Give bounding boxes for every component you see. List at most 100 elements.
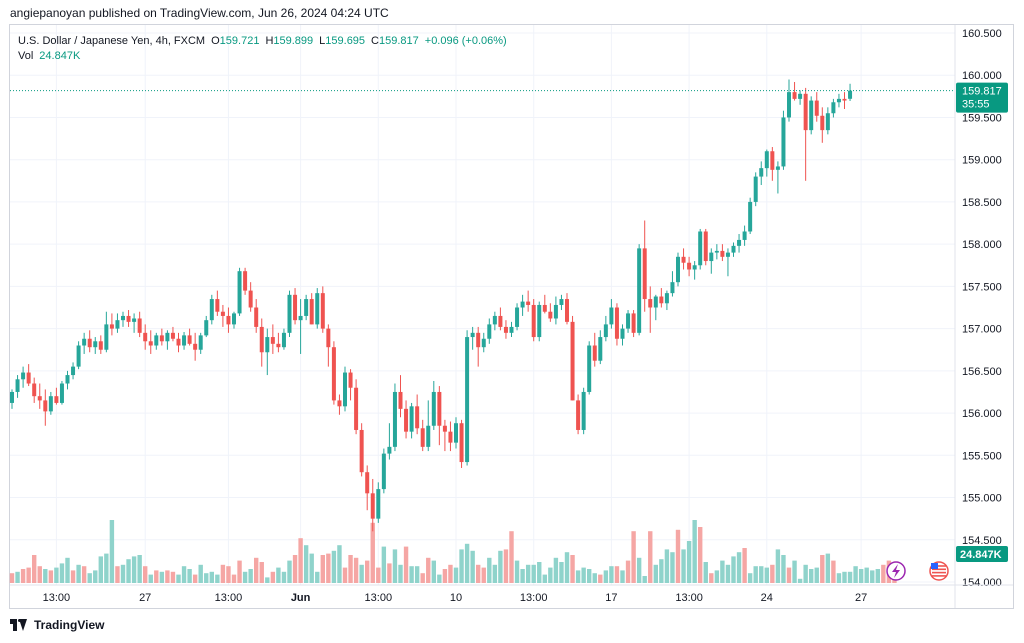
candle-body (565, 299, 569, 322)
candle-body (803, 93, 808, 131)
x-tick-label: 10 (450, 592, 462, 604)
candle-body (787, 92, 791, 118)
volume-bar (842, 571, 847, 583)
y-tick-label: 159.500 (962, 112, 1002, 124)
volume-bar (409, 566, 414, 583)
volume-bar (681, 549, 686, 583)
volume-bar (387, 563, 392, 583)
candle-body (404, 408, 409, 432)
price-tag-countdown: 35:55 (962, 99, 990, 111)
volume-bar (875, 569, 880, 583)
candle-body (320, 293, 325, 329)
volume-bar (648, 531, 653, 583)
candle-body (631, 313, 636, 333)
x-tick-label: Jun (291, 592, 311, 604)
candle-body (626, 313, 631, 329)
volume-bar (509, 531, 514, 583)
candle-body (415, 406, 420, 429)
candle-body (71, 366, 76, 376)
y-tick-label: 155.000 (962, 493, 1002, 505)
close-label: C (371, 35, 379, 47)
flag-canton (931, 563, 938, 569)
candle-body (559, 299, 564, 305)
volume-bar (231, 574, 237, 583)
volume-bar (370, 522, 375, 583)
candle-body (659, 296, 664, 304)
candle-body (731, 245, 736, 253)
low-value: 159.695 (325, 35, 366, 47)
volume-bar (642, 576, 647, 583)
candle-body (664, 293, 669, 304)
candle-body (170, 332, 175, 339)
candle-body (115, 320, 120, 329)
y-tick-label: 158.000 (962, 239, 1002, 251)
volume-bar (858, 569, 864, 583)
volume-label[interactable]: Vol (18, 50, 34, 62)
candle-body (281, 332, 286, 348)
candle-body (748, 201, 753, 232)
volume-bar (792, 560, 797, 583)
candle-body (598, 337, 603, 361)
low-label: L (319, 35, 326, 47)
volume-bar (254, 557, 259, 583)
volume-value: 24.847K (39, 50, 81, 62)
candle-body (198, 335, 203, 350)
candle-body (309, 299, 314, 325)
volume-bar (881, 564, 886, 583)
candle-body (315, 293, 320, 325)
volume-bar (531, 564, 536, 583)
volume-bar (598, 574, 603, 583)
volume-bar (775, 549, 781, 583)
volume-bar (259, 562, 264, 583)
y-tick-label: 157.500 (962, 281, 1002, 293)
volume-bar (803, 564, 808, 583)
volume-bar (359, 564, 364, 583)
volume-bar (503, 549, 509, 583)
candle-body (10, 391, 14, 403)
volume-bar (653, 564, 658, 583)
candle-body (265, 337, 270, 353)
volume-bar (836, 573, 842, 583)
open-value: 159.721 (219, 35, 260, 47)
volume-bar (315, 571, 320, 583)
candle-body (764, 151, 769, 169)
volume-bar (98, 556, 103, 583)
volume-bar (631, 531, 636, 583)
brand-text: TradingView (34, 618, 105, 632)
candle-body (465, 337, 470, 463)
volume-bar (37, 566, 42, 583)
volume-bar (492, 564, 498, 583)
candle-body (725, 252, 730, 257)
candle-body (243, 271, 248, 291)
open-label: O (211, 35, 220, 47)
volume-bar (220, 564, 226, 583)
candle-body (82, 338, 87, 346)
volume-bar (481, 567, 486, 583)
volume-bar (559, 562, 564, 583)
candle-body (21, 372, 26, 380)
volume-bar (248, 569, 253, 583)
volume-bar (820, 555, 825, 583)
candle-body (32, 383, 37, 397)
candle-body (37, 396, 42, 401)
candle-body (676, 256, 680, 283)
candle-body (648, 299, 653, 308)
candle-body (409, 406, 414, 432)
volume-bar (520, 569, 525, 583)
symbol-label[interactable]: U.S. Dollar / Japanese Yen, 4h, FXCM (18, 35, 206, 47)
volume-bar (564, 552, 570, 583)
volume-bar (170, 571, 176, 583)
volume-bar (476, 564, 481, 583)
volume-bar (209, 571, 214, 583)
volume-tag-value: 24.847K (960, 549, 1002, 561)
candle-body (570, 321, 575, 401)
x-tick-label: 13:00 (675, 592, 703, 604)
volume-bar (448, 564, 453, 583)
x-tick-label: 27 (139, 592, 151, 604)
close-value: 159.817 (379, 35, 419, 47)
candle-body (365, 472, 370, 494)
candle-body (459, 423, 464, 463)
candle-body (792, 92, 797, 99)
candle-body (248, 290, 253, 308)
